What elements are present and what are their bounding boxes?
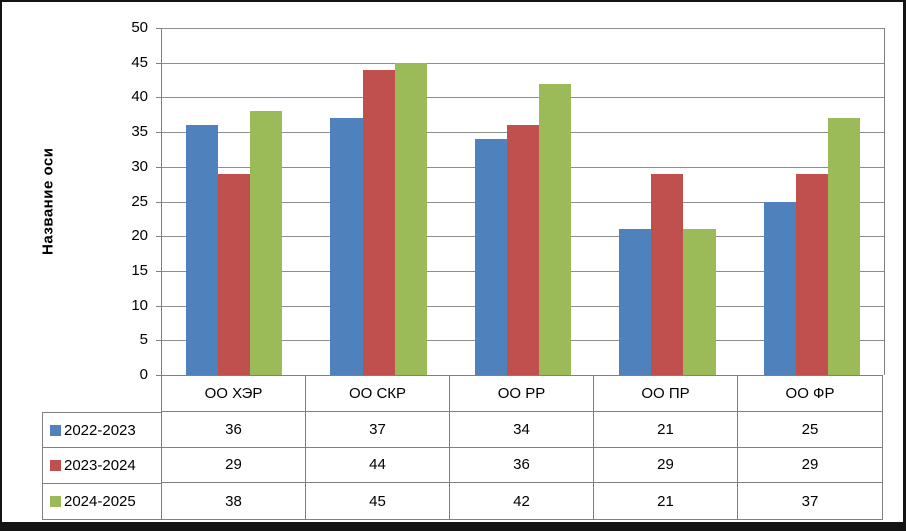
y-tick-label: 25 (131, 192, 148, 210)
y-tick-label: 40 (131, 88, 148, 106)
bar-2023-2024-ОО РР (506, 125, 540, 375)
bar-2022-2023-ОО ПР (619, 229, 652, 375)
bar-2022-2023-ОО ХЭР (186, 125, 219, 375)
value-cell: 29 (594, 447, 738, 484)
value-cell: 25 (738, 412, 882, 448)
y-tick-label: 50 (131, 19, 148, 36)
legend-item: 2023-2024 (43, 448, 161, 484)
y-axis-tick (156, 28, 161, 29)
y-tick-label: 0 (139, 366, 148, 383)
legend-label: 2023-2024 (64, 456, 136, 474)
gridline (162, 62, 884, 64)
value-cell: 44 (306, 447, 450, 484)
y-tick-label: 20 (131, 227, 148, 245)
bar-2024-2025-ОО ХЭР (250, 111, 283, 375)
y-tick-label: 10 (131, 296, 148, 314)
y-axis-tick (156, 305, 161, 307)
category-header: ОО СКР (306, 376, 450, 412)
bar-2024-2025-ОО СКР (394, 62, 427, 375)
chart-stage: Название оси ОО ХЭР ОО СКР ОО РР ОО ПР О… (2, 2, 903, 522)
value-cell: 37 (306, 411, 450, 448)
value-cell: 29 (738, 448, 882, 484)
bar-2023-2024-ОО СКР (362, 69, 395, 375)
value-cell: 36 (450, 447, 594, 484)
y-tick-label: 5 (139, 331, 148, 349)
y-axis-tick (156, 166, 161, 168)
category-header: ОО ПР (594, 376, 738, 412)
data-table: ОО ХЭР ОО СКР ОО РР ОО ПР ОО ФР 36 37 34… (161, 375, 883, 520)
value-cell: 37 (801, 492, 819, 510)
gridline (162, 97, 884, 99)
value-cell: 21 (594, 411, 738, 448)
value-cell: 42 (450, 483, 594, 519)
y-tick-label: 35 (131, 123, 148, 141)
legend-label: 2024-2025 (64, 492, 136, 510)
value-cell: 36 (162, 411, 306, 448)
gridline (162, 28, 884, 29)
value-cell: 34 (450, 411, 594, 448)
series-color-swatch-icon (50, 495, 61, 507)
y-axis-tick (156, 132, 161, 134)
bar-2023-2024-ОО ФР (795, 173, 828, 375)
y-axis-tick (156, 340, 161, 342)
y-axis-tick (156, 62, 161, 64)
value-cell: 38 (162, 483, 306, 519)
category-header: ОО ХЭР (162, 376, 306, 412)
y-axis-tick (156, 375, 161, 376)
bar-2023-2024-ОО ПР (651, 173, 684, 375)
legend-label: 2022-2023 (64, 421, 136, 439)
value-cell: 45 (306, 483, 450, 519)
legend-item: 2022-2023 (43, 413, 161, 449)
y-axis-tick (156, 97, 161, 99)
y-tick-label: 15 (131, 261, 148, 279)
bar-2022-2023-ОО СКР (330, 118, 363, 375)
y-tick-label: 30 (131, 157, 148, 175)
y-axis-tick (156, 270, 161, 272)
y-axis-tick (156, 201, 161, 203)
bar-2023-2024-ОО ХЭР (218, 173, 251, 375)
legend-item: 2024-2025 (43, 484, 161, 519)
bar-2024-2025-ОО РР (539, 83, 572, 375)
legend: 2022-2023 2023-2024 2024-2025 (42, 412, 161, 520)
series-color-swatch-icon (50, 459, 61, 471)
category-header: ОО ФР (738, 376, 882, 412)
y-tick-label: 45 (131, 53, 148, 71)
bar-2024-2025-ОО ПР (683, 229, 716, 375)
category-header: ОО РР (450, 376, 594, 412)
y-axis-title: Название оси (39, 147, 57, 256)
bar-2022-2023-ОО РР (474, 139, 507, 375)
value-cell: 21 (594, 483, 738, 519)
series-color-swatch-icon (50, 424, 61, 436)
bar-2022-2023-ОО ФР (763, 201, 796, 375)
y-axis-tick (156, 236, 161, 238)
plot-area (156, 28, 885, 376)
value-cell: 29 (162, 447, 306, 484)
bar-2024-2025-ОО ФР (827, 118, 860, 375)
